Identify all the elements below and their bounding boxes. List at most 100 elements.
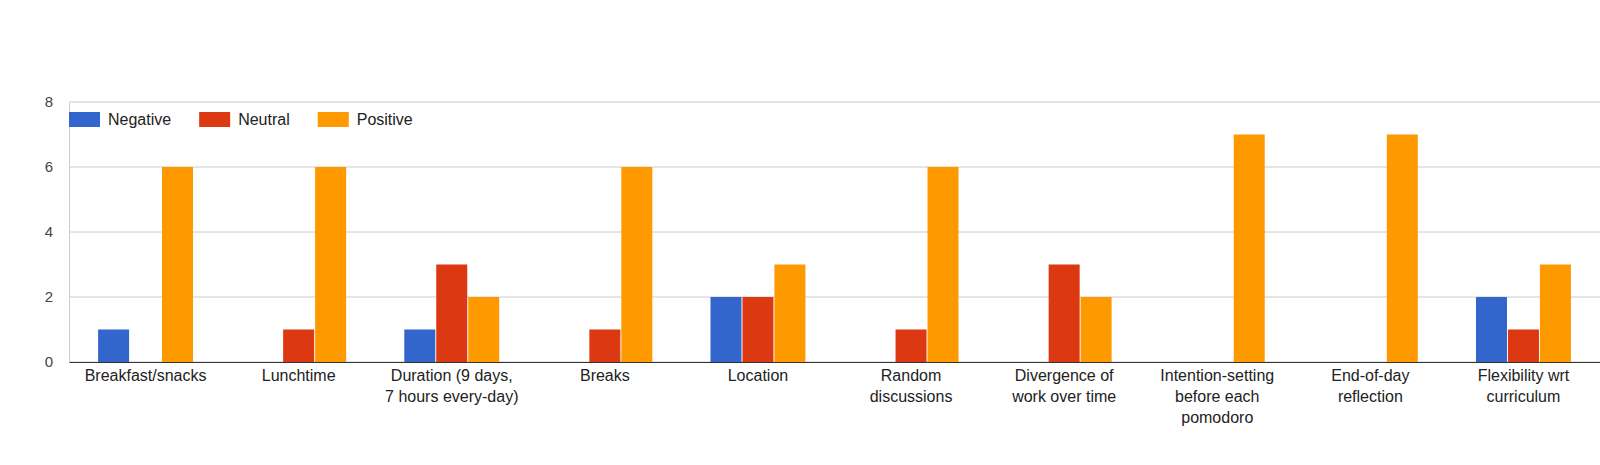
bar [315, 167, 346, 362]
grid [69, 102, 1600, 362]
chart: 0 2 4 6 8 Breakfast/snacks Lunchtime Duration (… [0, 0, 1600, 465]
bar [896, 330, 927, 363]
legend-item: Neutral [199, 111, 290, 128]
tick-label: Lunchtime [262, 367, 336, 384]
grid-line [69, 167, 1600, 168]
tick-label: Breakfast/snacks [85, 367, 207, 384]
tick-label-line: Duration (9 days, [391, 367, 513, 384]
tick-label-line: discussions [870, 388, 953, 405]
legend-swatch [199, 112, 230, 127]
bar [436, 265, 467, 363]
bar [1081, 297, 1112, 362]
bar [1476, 297, 1507, 362]
bar [1202, 362, 1233, 363]
tick: Random discussions [870, 362, 953, 405]
series [162, 135, 1571, 363]
bar [1323, 362, 1354, 363]
bar [162, 167, 193, 362]
tick-label-line: Divergence of [1015, 367, 1114, 384]
bar [1508, 330, 1539, 363]
legend-label: Negative [108, 111, 171, 128]
y-axis: 0 2 4 6 8 [45, 93, 70, 370]
tick: Flexibility wrt curriculum [1478, 362, 1570, 405]
tick-label-line: Lunchtime [262, 367, 336, 384]
legend-label: Neutral [238, 111, 290, 128]
bar [864, 362, 895, 363]
tick: 8 [45, 93, 69, 110]
bar [98, 330, 129, 363]
bar [742, 297, 773, 362]
bars [98, 135, 1571, 363]
tick-label: 2 [45, 288, 53, 305]
tick: 6 [45, 158, 69, 175]
legend: Negative Neutral Positive [69, 111, 413, 128]
tick-label-line: Intention-setting [1160, 367, 1274, 384]
tick-label-line: pomodoro [1181, 409, 1253, 426]
legend-item: Positive [318, 111, 413, 128]
tick-label-line: reflection [1338, 388, 1403, 405]
tick-label: Random discussions [870, 367, 953, 405]
grid-line [69, 102, 1600, 103]
tick-label: Location [728, 367, 789, 384]
x-axis: Breakfast/snacks Lunchtime Duration (9 day… [70, 362, 1600, 426]
tick-label: 6 [45, 158, 53, 175]
bar [621, 167, 652, 362]
tick: 4 [45, 223, 69, 240]
bar [1540, 265, 1571, 363]
tick-label-line: Random [881, 367, 941, 384]
tick: Duration (9 days, 7 hours every-day) [385, 362, 518, 405]
bar [928, 167, 959, 362]
bar [1234, 135, 1265, 363]
tick: Location [728, 362, 789, 384]
bar [1017, 362, 1048, 363]
bar [468, 297, 499, 362]
series [283, 265, 1539, 363]
legend-swatch [69, 112, 100, 127]
tick-label-line: Location [728, 367, 789, 384]
tick-label: 8 [45, 93, 53, 110]
tick-label-line: before each [1175, 388, 1260, 405]
tick-label-line: curriculum [1487, 388, 1561, 405]
bar [404, 330, 435, 363]
bar [1049, 265, 1080, 363]
bar [283, 330, 314, 363]
tick-label: Divergence of work over time [1011, 367, 1116, 405]
tick: 2 [45, 288, 69, 305]
tick: End-of-day reflection [1331, 362, 1409, 405]
tick-label: End-of-day reflection [1331, 367, 1409, 405]
tick: Intention-setting before each pomodoro [1160, 362, 1274, 426]
tick: 0 [45, 353, 69, 370]
tick-label: Duration (9 days, 7 hours every-day) [385, 367, 518, 405]
y-axis-line [69, 103, 70, 363]
bar [557, 362, 588, 363]
tick-label-line: work over time [1011, 388, 1116, 405]
legend-label: Positive [357, 111, 413, 128]
bar [130, 362, 161, 363]
legend-swatch [318, 112, 349, 127]
bar [1355, 362, 1386, 363]
tick-label: Intention-setting before each pomodoro [1160, 367, 1274, 426]
tick: Breaks [580, 362, 630, 384]
tick: Divergence of work over time [1011, 362, 1116, 405]
bar [589, 330, 620, 363]
grid-line [69, 232, 1600, 233]
tick-label-line: Breaks [580, 367, 630, 384]
tick-label-line: 7 hours every-day) [385, 388, 518, 405]
x-axis-line [70, 362, 1600, 363]
bar [774, 265, 805, 363]
grid-line [69, 297, 1600, 298]
bar [251, 362, 282, 363]
bar [1387, 135, 1418, 363]
legend-item: Negative [69, 111, 171, 128]
tick-label: Breaks [580, 367, 630, 384]
tick-label: 0 [45, 353, 53, 370]
tick-label-line: End-of-day [1331, 367, 1409, 384]
tick: Breakfast/snacks [85, 362, 207, 384]
tick: Lunchtime [262, 362, 336, 384]
bar [710, 297, 741, 362]
bar [1170, 362, 1201, 363]
tick-label-line: Flexibility wrt [1478, 367, 1570, 384]
tick-label: 4 [45, 223, 53, 240]
tick-label: Flexibility wrt curriculum [1478, 367, 1570, 405]
tick-label-line: Breakfast/snacks [85, 367, 207, 384]
